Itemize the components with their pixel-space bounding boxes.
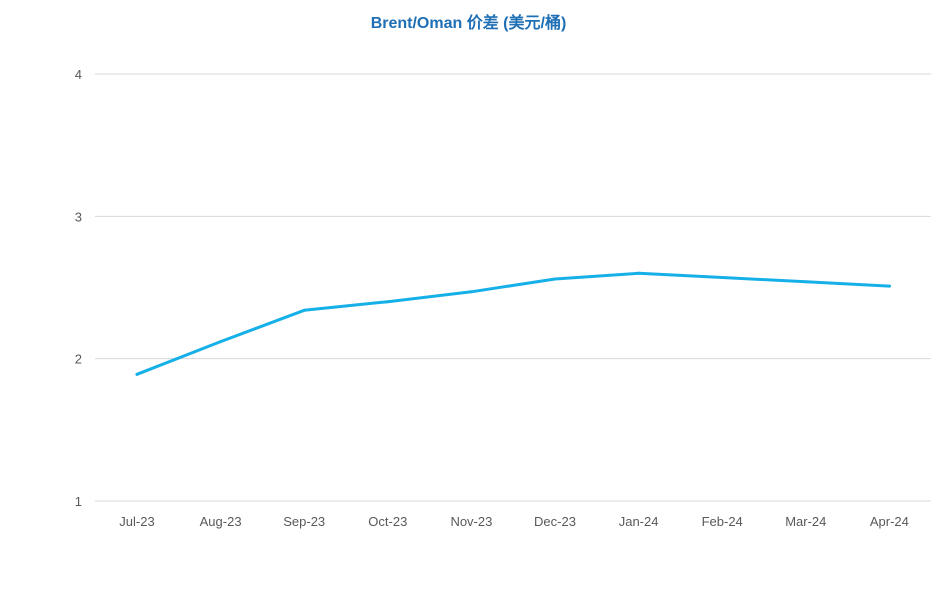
data-point [219, 340, 223, 344]
x-tick-label: Sep-23 [283, 514, 325, 529]
y-tick-label: 1 [75, 494, 82, 509]
x-tick-label: Feb-24 [702, 514, 743, 529]
y-axis: 1 2 3 4 [75, 67, 82, 509]
gridlines [95, 73, 931, 502]
y-tick-label: 3 [75, 209, 82, 224]
y-tick-label: 2 [75, 352, 82, 367]
data-point [135, 372, 139, 376]
x-tick-label: Dec-23 [534, 514, 576, 529]
x-tick-label: Jan-24 [619, 514, 659, 529]
x-tick-label: Aug-23 [200, 514, 242, 529]
x-tick-label: Jul-23 [119, 514, 154, 529]
data-point [469, 290, 473, 294]
data-point [720, 276, 724, 280]
chart-title: Brent/Oman 价差 (美元/桶) [370, 15, 567, 32]
series [135, 271, 891, 376]
data-point [887, 284, 891, 288]
data-point [302, 308, 306, 312]
x-tick-label: Oct-23 [368, 514, 407, 529]
data-point [553, 277, 557, 281]
x-tick-label: Nov-23 [450, 514, 492, 529]
x-axis: Jul-23 Aug-23 Sep-23 Oct-23 Nov-23 Dec-23 Jan-… [119, 514, 909, 529]
data-point [637, 271, 641, 275]
y-tick-label: 4 [75, 67, 82, 82]
data-point [804, 280, 808, 284]
series-line-0 [135, 271, 891, 376]
x-tick-label: Mar-24 [785, 514, 826, 529]
x-tick-label: Apr-24 [870, 514, 909, 529]
data-point [386, 300, 390, 304]
